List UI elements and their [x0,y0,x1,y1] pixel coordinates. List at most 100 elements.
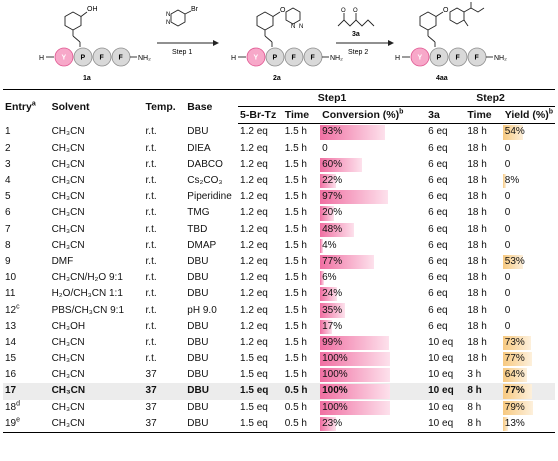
conversion-value: 20% [322,207,343,219]
entry-number: 13 [5,320,17,332]
table-body: 1 CH₃CN r.t. DBU 1.2 eq 1.5 h 93% 6 eq 18 h 54% 2 C… [3,124,555,433]
yield-value: 0 [504,239,511,251]
cell-solvent: CH₃CN [51,126,85,138]
cell-entry: 19e [3,415,50,433]
table-row: 16 CH₃CN 37 DBU 1.5 eq 1.5 h 100% 10 eq 3 h 64% [3,367,555,383]
cell-yield: 0 [503,238,555,254]
residue-letter: Y [418,55,423,62]
cell-solvent: CH₃CN [51,336,85,348]
cell-conv: 17% [320,319,426,335]
entry-number: 11 [5,288,16,300]
cell-temp: r.t. [145,126,157,138]
cell-base: DBU [187,288,209,300]
yield-value: 54% [504,126,525,138]
cell-brtz: 1.2 eq [240,207,268,219]
cell-entry: 13 [3,319,50,335]
conversion-value: 100% [322,353,348,365]
phe-residue [284,47,304,67]
cell-yield: 73% [502,335,555,351]
br-label: Br [191,6,199,13]
cell-entry: 9 [3,254,50,270]
cell-temp: r.t. [145,272,157,284]
table-row: 6 CH₃CN r.t. TMG 1.2 eq 1.5 h 20% 6 eq 18 h 0 [3,205,555,221]
cell-temp: 37 [145,401,157,413]
cell-time1: 1.5 h [284,369,307,381]
cell-time1: 1.5 h [284,336,307,348]
cell-yield: 77% [502,351,555,367]
cell-base: DBU [187,369,209,381]
cell-temp: r.t. [145,175,157,187]
cell-conv: 0 [320,141,426,157]
conversion-bar [320,222,354,237]
col-yield: Yield (%)b [502,106,555,125]
cell-solvent: CH₃CN [51,353,85,365]
residue-letter: F [456,55,461,62]
tyr-residue [410,47,430,67]
cell-yield: 0 [503,286,555,302]
cell-temp: r.t. [145,191,157,203]
conversion-value: 22% [322,175,343,187]
yield-value: 0 [504,272,511,284]
cell-conv: 48% [320,222,426,238]
cell-solvent: PBS/CH₃CN 9:1 [51,304,125,316]
cell-conv: 93% [320,124,426,141]
yield-value: 53% [504,255,525,267]
conversion-bar [320,173,336,189]
cell-time1: 1.5 h [284,158,307,170]
cell-base: TMG [187,207,210,219]
compound-2a: O N N H Y P F F NH₂ 2a [231,7,343,82]
conversion-value: 60% [322,158,343,170]
cell-solvent: CH₃CN/H₂O 9:1 [51,272,123,284]
cell-solvent: CH₃CN [51,191,85,203]
cell-base: Piperidine [187,191,232,203]
cell-eq3a: 6 eq [428,239,448,251]
o-label: O [280,7,286,14]
residue-letter: F [292,55,297,62]
cell-brtz: 1.2 eq [240,239,268,251]
col-brtz: 5-Br-Tz [238,106,283,125]
col-time2: Time [465,106,503,125]
cell-base: DBU [187,255,209,267]
yield-bar [502,352,533,367]
cell-time1: 1.5 h [284,288,307,300]
yield-bar [502,125,524,140]
yield-value: 73% [504,336,525,348]
cell-brtz: 1.2 eq [240,320,268,332]
cell-yield: 0 [503,319,555,335]
cell-solvent: CH₃CN [51,142,85,154]
conversion-value: 93% [322,126,343,138]
conversion-bar [320,287,337,302]
cell-brtz: 1.5 eq [240,353,268,365]
yield-value: 0 [504,223,511,235]
cell-time2: 8 h [467,401,482,413]
conversion-bar [320,271,325,286]
entry-number: 17 [5,385,17,397]
col-temp: Temp. [143,88,186,124]
cell-temp: r.t. [145,255,157,267]
cell-conv: 100% [320,383,427,400]
cell-base: DBU [187,336,209,348]
cell-yield: 53% [502,254,555,270]
cell-time1: 0.5 h [284,401,307,413]
cell-time2: 8 h [465,415,503,433]
entry-number: 8 [5,239,11,251]
cell-base: pH 9.0 [187,304,217,316]
residue-letter: P [273,55,278,62]
cell-conv: 6% [320,270,426,286]
entry-number: 19 [5,417,17,429]
cell-brtz: 1.2 eq [240,255,268,267]
yield-value: 0 [504,191,511,203]
cell-base: DBU [187,353,209,365]
cell-eq3a: 6 eq [428,223,448,235]
entry-number: 4 [5,175,11,187]
col-3a: 3a [426,106,466,125]
table-row: 12c PBS/CH₃CN 9:1 r.t. pH 9.0 1.2 eq 1.5 h 35%… [3,302,555,318]
table-row: 10 CH₃CN/H₂O 9:1 r.t. DBU 1.2 eq 1.5 h 6% 6 eq 1… [3,270,555,286]
col-time1: Time [282,106,321,125]
cell-time1: 0.5 h [282,415,321,433]
cell-entry: 16 [3,367,50,383]
cell-yield: 79% [502,400,555,416]
entry-number: 12 [5,304,17,316]
yield-value: 0 [504,304,511,316]
conversion-value: 97% [322,191,343,203]
